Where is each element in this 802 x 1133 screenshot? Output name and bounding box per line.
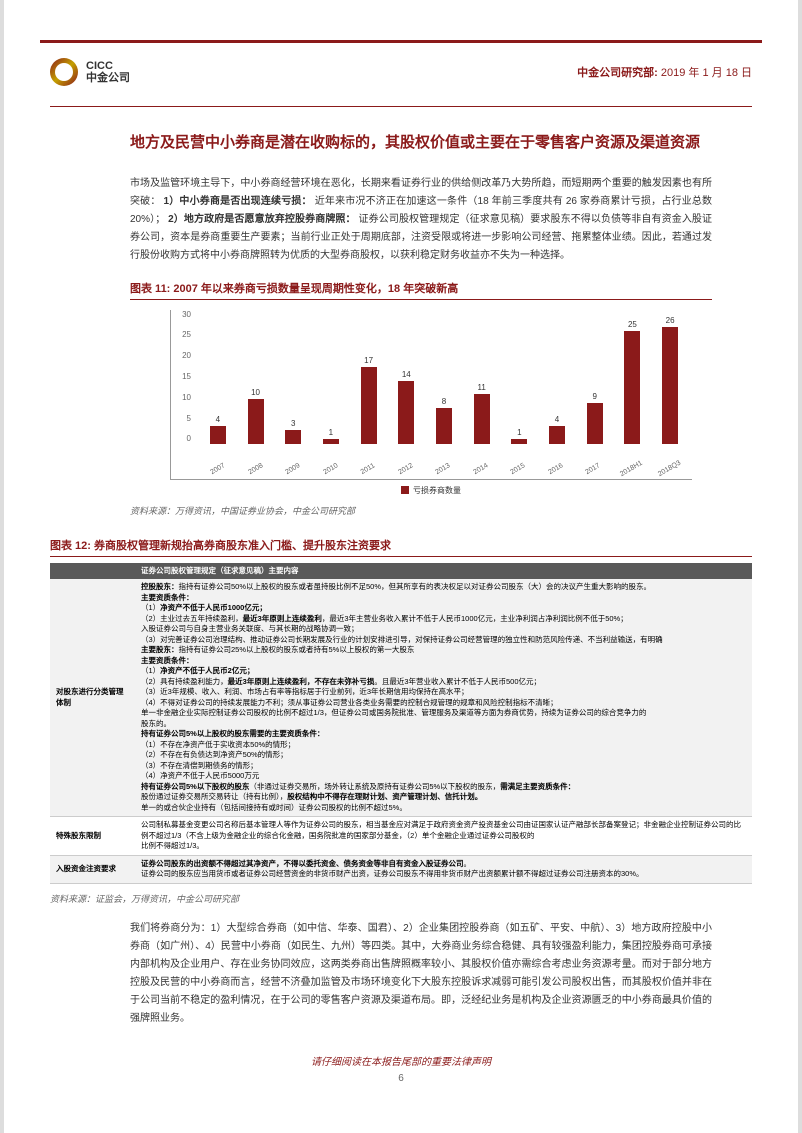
bar-value: 4: [216, 415, 220, 424]
bar-chart: 302520151050 4103117148111492526 2007200…: [170, 310, 692, 480]
bar: [398, 381, 414, 444]
table-row-label: 对股东进行分类管理体制: [50, 579, 135, 816]
logo-en: CICC: [86, 60, 130, 72]
bar-value: 8: [442, 397, 446, 406]
x-label: 2010: [319, 460, 343, 478]
bar: [474, 394, 490, 444]
x-label: 2018Q3: [657, 459, 682, 478]
bar: [436, 408, 452, 444]
legend-square-icon: [401, 486, 409, 494]
page: CICC 中金公司 中金公司研究部: 2019 年 1 月 18 日 地方及民营…: [0, 0, 802, 1133]
dept-label: 中金公司研究部:: [577, 67, 658, 79]
x-label: 2015: [506, 460, 530, 478]
bar: [662, 327, 678, 444]
logo-cn: 中金公司: [86, 72, 130, 84]
bar-group: 11: [470, 383, 494, 444]
table-header: 证券公司股权管理规定（征求意见稿）主要内容: [50, 563, 752, 580]
bar-group: 17: [357, 356, 381, 444]
bar-group: 3: [281, 419, 305, 444]
bar-group: 4: [545, 415, 569, 444]
para2: 我们将券商分为：1）大型综合券商（如中信、华泰、国君）、2）企业集团控股券商（如…: [50, 920, 752, 1028]
bar-group: 1: [508, 428, 532, 444]
source-12: 资料来源：证监会，万得资讯，中金公司研究部: [50, 892, 752, 905]
fig12-title: 图表 12: 券商股权管理新规抬高券商股东准入门槛、提升股东注资要求: [50, 537, 752, 557]
bar-value: 10: [251, 388, 260, 397]
chart-legend: 亏损券商数量: [170, 485, 692, 496]
bars-container: 4103117148111492526: [196, 310, 692, 444]
bar-group: 1: [319, 428, 343, 444]
bar-group: 10: [244, 388, 268, 444]
para1: 市场及监管环境主导下，中小券商经营环境在恶化，长期来看证券行业的供给侧改革乃大势…: [50, 175, 752, 265]
bar-value: 14: [402, 370, 411, 379]
legend-label: 亏损券商数量: [413, 486, 461, 495]
para1-b2: 2）地方政府是否愿意放弃控股券商牌照：: [168, 214, 356, 225]
bar: [323, 439, 339, 444]
bar: [549, 426, 565, 444]
table-row: 特殊股东限制公司制私募基金变更公司名称后基本管理人等作为证券公司的股东，相当基金…: [50, 817, 752, 856]
bar-value: 4: [555, 415, 559, 424]
x-label: 2009: [281, 460, 305, 478]
table-hdr-text: 证券公司股权管理规定（征求意见稿）主要内容: [141, 566, 299, 577]
bar-group: 4: [206, 415, 230, 444]
table-row: 入股资金注资要求证券公司股东的出资额不得超过其净资产，不得以委托资金、债务资金等…: [50, 856, 752, 884]
x-axis: 2007200820092010201120122013201420152016…: [196, 464, 692, 479]
x-label: 2012: [394, 460, 418, 478]
x-label: 2011: [356, 460, 380, 478]
bar: [361, 367, 377, 444]
section-title: 地方及民营中小券商是潜在收购标的，其股权价值或主要在于零售客户资源及渠道资源: [50, 132, 752, 155]
fig11-title: 图表 11: 2007 年以来券商亏损数量呈现周期性变化，18 年突破新高: [130, 280, 712, 300]
x-label: 2016: [544, 460, 568, 478]
x-label: 2007: [206, 460, 230, 478]
bar: [624, 331, 640, 444]
bar-value: 3: [291, 419, 295, 428]
page-number: 6: [50, 1073, 752, 1084]
bar-group: 14: [394, 370, 418, 444]
bar-value: 17: [364, 356, 373, 365]
bar-group: 8: [432, 397, 456, 444]
bar: [285, 430, 301, 444]
bar-value: 25: [628, 320, 637, 329]
bar-group: 25: [621, 320, 645, 444]
chart-11: 302520151050 4103117148111492526 2007200…: [170, 310, 692, 496]
table-row: 对股东进行分类管理体制控股股东：指持有证券公司50%以上股权的股东或者虽持股比例…: [50, 579, 752, 817]
bar: [248, 399, 264, 444]
header-right: 中金公司研究部: 2019 年 1 月 18 日: [577, 64, 752, 80]
x-label: 2017: [581, 460, 605, 478]
x-label: 2018H1: [619, 459, 644, 477]
top-border: [40, 40, 762, 43]
header: CICC 中金公司 中金公司研究部: 2019 年 1 月 18 日: [50, 58, 752, 86]
date-label: 2019 年 1 月 18 日: [661, 67, 752, 79]
y-axis: 302520151050: [171, 310, 191, 444]
bar-group: 26: [658, 316, 682, 444]
x-label: 2013: [431, 460, 455, 478]
bar: [210, 426, 226, 444]
table-row-content: 控股股东：指持有证券公司50%以上股权的股东或者虽持股比例不足50%，但其所享有…: [135, 579, 752, 816]
bar-value: 26: [666, 316, 675, 325]
para1-b1: 1）中小券商是否出现连续亏损：: [164, 196, 312, 207]
table-12: 证券公司股权管理规定（征求意见稿）主要内容 对股东进行分类管理体制控股股东：指持…: [50, 563, 752, 884]
disclaimer: 请仔细阅读在本报告尾部的重要法律声明: [50, 1053, 752, 1068]
bar-value: 1: [517, 428, 521, 437]
table-row-content: 证券公司股东的出资额不得超过其净资产，不得以委托资金、债务资金等非自有资金入股证…: [135, 856, 752, 883]
bar: [587, 403, 603, 444]
header-border: [50, 106, 752, 107]
bar-value: 9: [592, 392, 596, 401]
bar-value: 1: [329, 428, 333, 437]
source-11: 资料来源：万得资讯，中国证券业协会，中金公司研究部: [130, 504, 752, 517]
x-label: 2008: [244, 460, 268, 478]
bar-value: 11: [478, 383, 486, 392]
logo-icon: [50, 58, 78, 86]
bar-group: 9: [583, 392, 607, 444]
table-row-label: 入股资金注资要求: [50, 856, 135, 883]
x-label: 2014: [469, 460, 493, 478]
logo-text: CICC 中金公司: [86, 60, 130, 84]
table-body: 对股东进行分类管理体制控股股东：指持有证券公司50%以上股权的股东或者虽持股比例…: [50, 579, 752, 884]
table-row-label: 特殊股东限制: [50, 817, 135, 855]
logo-area: CICC 中金公司: [50, 58, 130, 86]
table-row-content: 公司制私募基金变更公司名称后基本管理人等作为证券公司的股东，相当基金应对满足于政…: [135, 817, 752, 855]
bar: [511, 439, 527, 444]
